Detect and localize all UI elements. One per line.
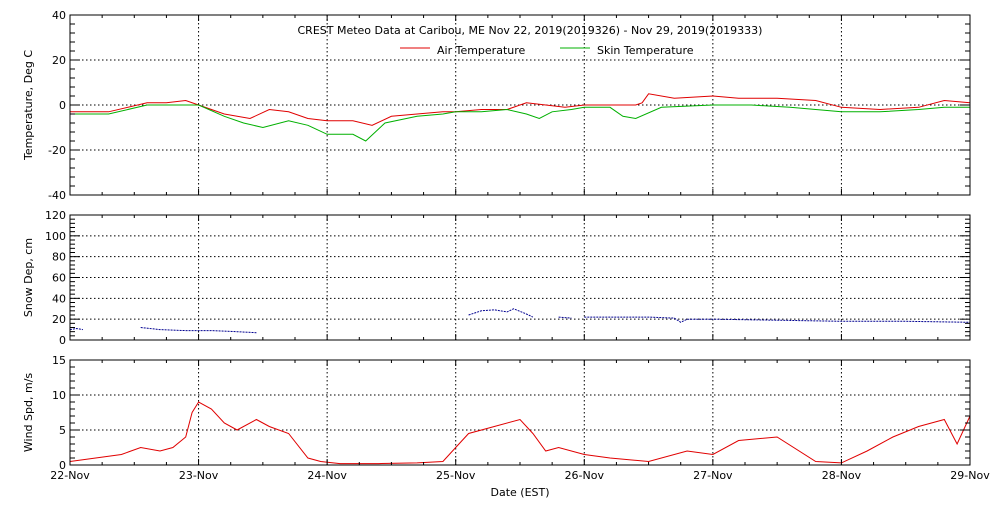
y-tick-label: 40 — [52, 9, 66, 22]
y-tick-label: -20 — [48, 144, 66, 157]
x-tick-label: 24-Nov — [307, 469, 347, 482]
x-axis-label: Date (EST) — [490, 486, 549, 499]
x-tick-label: 23-Nov — [179, 469, 219, 482]
x-tick-label: 25-Nov — [436, 469, 476, 482]
panel-3-frame — [69, 359, 971, 466]
y-tick-label: 100 — [45, 230, 66, 243]
y-tick-label: 40 — [52, 292, 66, 305]
panel-3-series-line — [69, 401, 971, 465]
panel-3-y-axis-label: Wind Spd, m/s — [22, 373, 35, 453]
y-tick-label: 5 — [59, 424, 66, 437]
x-tick-label: 26-Nov — [565, 469, 605, 482]
y-tick-label: 0 — [59, 459, 66, 472]
x-tick-label: 27-Nov — [693, 469, 733, 482]
y-tick-label: 20 — [52, 54, 66, 67]
x-tick-label: 22-Nov — [50, 469, 90, 482]
panel-2-series-line — [558, 316, 572, 319]
y-tick-label: 0 — [59, 99, 66, 112]
y-tick-label: 15 — [52, 354, 66, 367]
x-tick-label: 28-Nov — [822, 469, 862, 482]
y-tick-label: 120 — [45, 209, 66, 222]
x-tick-label: 29-Nov — [950, 469, 990, 482]
y-tick-label: 0 — [59, 334, 66, 347]
panel-1-y-axis-label: Temperature, Deg C — [22, 50, 35, 161]
y-tick-label: 20 — [52, 313, 66, 326]
y-tick-label: 80 — [52, 251, 66, 264]
air-temperature-series-line — [70, 93, 971, 126]
y-tick-label: 60 — [52, 272, 66, 285]
y-tick-label: 10 — [52, 389, 66, 402]
legend-label: Air Temperature — [437, 44, 526, 57]
panel-2-series-line — [584, 316, 971, 323]
panel-2-series-line — [468, 308, 534, 318]
y-tick-label: -40 — [48, 189, 66, 202]
panel-2-series-line — [69, 327, 83, 331]
chart-title: CREST Meteo Data at Caribou, ME Nov 22, … — [298, 24, 763, 37]
panel-2-series-line — [140, 327, 257, 334]
panel-2-y-axis-label: Snow Dep, cm — [22, 238, 35, 317]
skin-temperature-series-line — [70, 104, 970, 142]
legend-label: Skin Temperature — [597, 44, 694, 57]
